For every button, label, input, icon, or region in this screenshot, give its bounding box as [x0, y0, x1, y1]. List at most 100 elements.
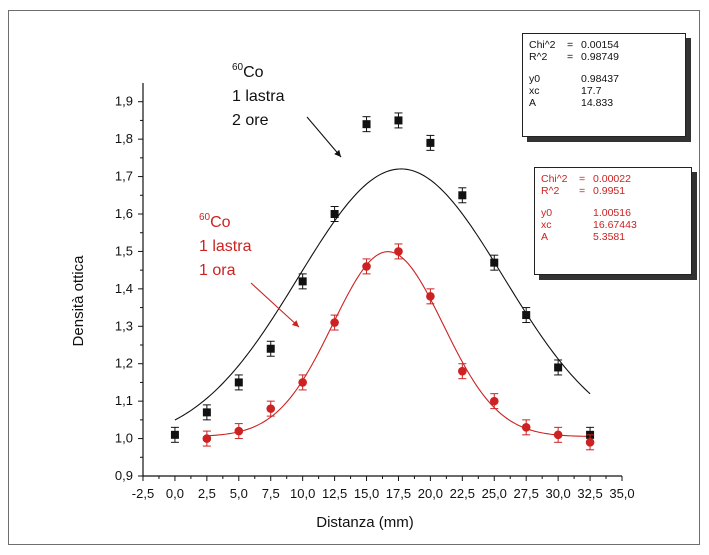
- y-tick-label: 1,9: [115, 94, 133, 109]
- stats-eq: =: [579, 173, 586, 185]
- annotation-line: 1 lastra: [199, 238, 252, 255]
- fit-stats-box-red: Chi^2 = 0.00022 R^2 = 0.9951 y0 1.00516 xc 16.674…: [534, 167, 692, 275]
- stats-param-row: A 5.3581: [541, 231, 685, 243]
- fit-curve-0: [174, 168, 591, 421]
- stats-param-value: 5.3581: [593, 231, 626, 243]
- stats-value: 0.98749: [581, 51, 619, 63]
- data-point-square: [522, 311, 531, 320]
- stats-row: R^2 = 0.98749: [529, 51, 679, 63]
- data-point-square: [362, 120, 371, 129]
- y-tick-label: 1,1: [115, 393, 133, 408]
- stats-row: R^2 = 0.9951: [541, 185, 685, 197]
- x-axis-title: Distanza (mm): [316, 514, 414, 531]
- stats-param-value: 16.67443: [593, 219, 637, 231]
- data-point-square: [458, 191, 467, 200]
- data-point-circle: [266, 404, 276, 413]
- stats-param-value: 14.833: [581, 97, 614, 109]
- y-axis-title: Densità ottica: [70, 255, 87, 347]
- stats-param-key: y0: [529, 73, 541, 85]
- annotation-superscript: 60: [199, 212, 211, 223]
- fit-curve-1: [206, 251, 591, 437]
- x-tick-label: 15,0: [354, 486, 379, 501]
- data-point-square: [426, 138, 435, 147]
- x-tick-label: 7,5: [262, 486, 280, 501]
- x-tick-label: 17,5: [386, 486, 411, 501]
- y-tick-label: 0,9: [115, 468, 133, 483]
- x-tick-label: 25,0: [482, 486, 507, 501]
- stats-param-row: y0 0.98437: [529, 73, 679, 85]
- stats-param-value: 1.00516: [593, 207, 631, 219]
- x-tick-label: 20,0: [418, 486, 443, 501]
- data-point-circle: [458, 366, 467, 376]
- stats-row: Chi^2 = 0.00022: [541, 173, 685, 185]
- data-point-circle: [362, 262, 371, 271]
- y-tick-label: 1,0: [115, 431, 133, 446]
- fit-curves: [174, 168, 591, 437]
- stats-gap: [541, 197, 685, 207]
- data-point-circle: [234, 426, 244, 436]
- annotation-line: 2 ore: [232, 112, 269, 129]
- x-tick-label: 5,0: [230, 486, 248, 501]
- stats-param-key: A: [541, 231, 549, 243]
- stats-param-value: 17.7: [581, 85, 602, 97]
- data-point-circle: [298, 378, 307, 387]
- stats-key: R^2: [541, 185, 560, 197]
- annotation-line: 1 ora: [199, 262, 236, 279]
- data-point-circle: [585, 438, 595, 447]
- stats-param-key: y0: [541, 207, 553, 219]
- stats-value: 0.00154: [581, 39, 619, 51]
- stats-param-row: xc 16.67443: [541, 219, 685, 231]
- x-tick-label: -2,5: [132, 486, 154, 501]
- stats-eq: =: [567, 39, 574, 51]
- x-tick-label: 0,0: [166, 486, 184, 501]
- stats-value: 0.00022: [593, 173, 631, 185]
- data-point-circle: [489, 396, 499, 406]
- stats-param-key: xc: [541, 219, 552, 231]
- x-tick-label: 2,5: [198, 486, 216, 501]
- stats-param-row: A 14.833: [529, 97, 679, 109]
- stats-key: Chi^2: [529, 39, 556, 51]
- stats-key: R^2: [529, 51, 548, 63]
- x-tick-label: 22,5: [450, 486, 475, 501]
- data-point-circle: [202, 434, 212, 443]
- x-tick-label: 10,0: [290, 486, 315, 501]
- y-tick-label: 1,2: [115, 356, 133, 371]
- data-point-circle: [553, 430, 563, 440]
- stats-param-row: xc 17.7: [529, 85, 679, 97]
- chart-canvas: -2,5 0,0 2,5 5,0 7,5 10,0 12,5 15,0 17,5 20,0 22,5…: [70, 62, 635, 531]
- axes: -2,5 0,0 2,5 5,0 7,5 10,0 12,5 15,0 17,5 20,0 22,5…: [115, 83, 635, 501]
- y-tick-label: 1,6: [115, 206, 133, 221]
- annotation-label-1: 60Co: [199, 212, 231, 231]
- data-point-circle: [394, 247, 403, 256]
- y-tick-label: 1,5: [115, 243, 133, 258]
- annotation-arrow-red: [250, 282, 300, 328]
- x-tick-label: 12,5: [322, 486, 347, 501]
- stats-gap: [529, 63, 679, 73]
- stats-eq: =: [579, 185, 586, 197]
- stats-param-key: xc: [529, 85, 540, 97]
- annotation-line: Co: [210, 214, 231, 231]
- annotation-arrow-black: [306, 116, 342, 158]
- data-point-square: [234, 378, 243, 387]
- y-tick-label: 1,7: [115, 169, 133, 184]
- stats-row: Chi^2 = 0.00154: [529, 39, 679, 51]
- stats-param-row: y0 1.00516: [541, 207, 685, 219]
- x-tick-label: 35,0: [609, 486, 634, 501]
- fit-stats-box-black: Chi^2 = 0.00154 R^2 = 0.98749 y0 0.98437 xc 17.7 A…: [522, 33, 686, 137]
- data-point-square: [266, 344, 275, 353]
- chart-frame: -2,5 0,0 2,5 5,0 7,5 10,0 12,5 15,0 17,5 20,0 22,5…: [8, 10, 700, 545]
- x-tick-label: 27,5: [514, 486, 539, 501]
- data-point-square: [394, 116, 403, 125]
- data-point-square: [202, 408, 211, 417]
- data-point-square: [330, 210, 339, 218]
- data-points: [170, 112, 595, 451]
- data-point-circle: [426, 292, 435, 301]
- annotation-superscript: 60: [232, 62, 244, 73]
- data-point-square: [554, 363, 563, 372]
- annotation-line: Co: [243, 64, 264, 81]
- y-tick-label: 1,3: [115, 318, 133, 333]
- x-tick-label: 30,0: [545, 486, 570, 501]
- stats-param-key: A: [529, 97, 537, 109]
- data-point-circle: [330, 318, 339, 327]
